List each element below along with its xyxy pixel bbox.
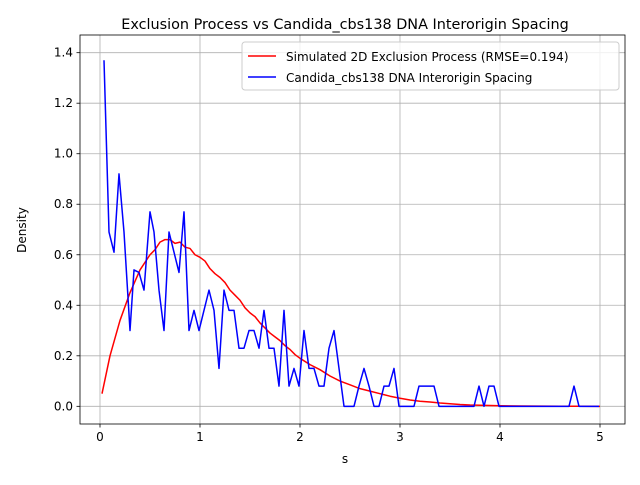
x-tick-label: 4 [496,430,504,444]
chart-title: Exclusion Process vs Candida_cbs138 DNA … [121,17,569,33]
ticks: 0 1 2 3 4 5 0.0 0.2 0.4 0.6 0.8 1.0 1.2 1.4 [54,46,604,444]
y-tick-label: 1.0 [54,147,73,161]
x-axis-label: s [342,452,348,466]
x-tick-label: 2 [296,430,304,444]
legend: Simulated 2D Exclusion Process (RMSE=0.1… [241,41,620,91]
legend-label-candida: Candida_cbs138 DNA Interorigin Spacing [286,71,532,85]
x-tick-label: 1 [196,430,204,444]
y-tick-label: 0.2 [54,349,73,363]
y-tick-label: 0.0 [54,399,73,413]
y-tick-label: 1.4 [54,46,73,60]
legend-box [241,41,620,91]
y-axis-label: Density [15,207,29,253]
x-tick-label: 5 [596,430,604,444]
legend-label-simulated: Simulated 2D Exclusion Process (RMSE=0.1… [286,50,569,64]
y-tick-label: 1.2 [54,96,73,110]
plot-frame [79,34,626,425]
x-tick-label: 3 [396,430,404,444]
series-layer [101,60,601,408]
y-tick-label: 0.4 [54,298,73,312]
series-line-candida [103,60,599,408]
series-line-simulated [101,238,601,408]
y-tick-label: 0.6 [54,248,73,262]
y-tick-label: 0.8 [54,197,73,211]
x-tick-label: 0 [96,430,104,444]
